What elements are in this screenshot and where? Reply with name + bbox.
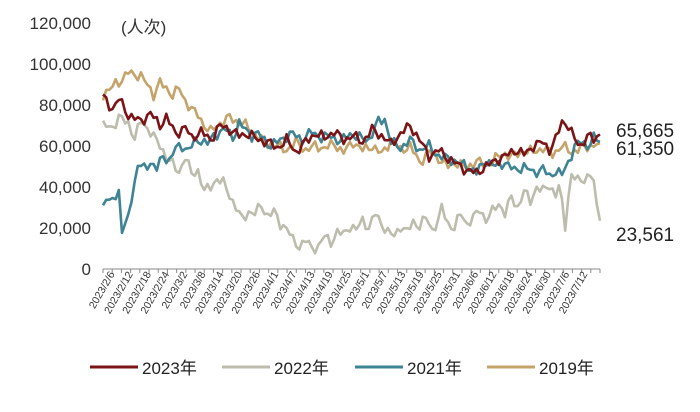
series-line-2021 (101, 115, 601, 235)
y-tick-label: 60,000 (39, 137, 91, 156)
end-value-label: 23,561 (616, 225, 674, 246)
series-line-2019 (101, 69, 601, 171)
end-value-label: 65,665 (616, 121, 674, 142)
series-lines (101, 69, 602, 255)
unit-label: (人次) (121, 18, 166, 37)
legend-label: 2019年 (539, 359, 594, 378)
y-axis: 0 20,000 40,000 60,000 80,000 100,000 120,000 (30, 14, 91, 279)
y-tick-label: 100,000 (30, 55, 91, 74)
y-tick-label: 40,000 (39, 178, 91, 197)
legend-label: 2021年 (407, 359, 462, 378)
legend-label: 2022年 (274, 359, 329, 378)
y-tick-label: 20,000 (39, 219, 91, 238)
series-line-2022 (101, 113, 602, 255)
end-value-label: 61,350 (616, 139, 674, 160)
x-axis-ticks: 2023/2/62023/2/122023/2/182023/2/242023/… (87, 269, 601, 316)
series-line-2023 (102, 93, 601, 176)
legend-label: 2023年 (142, 359, 197, 378)
y-tick-label: 80,000 (39, 96, 91, 115)
legend: 2023年 2022年 2021年 2019年 (90, 359, 594, 378)
y-tick-label: 0 (82, 260, 91, 279)
y-tick-label: 120,000 (30, 14, 91, 33)
